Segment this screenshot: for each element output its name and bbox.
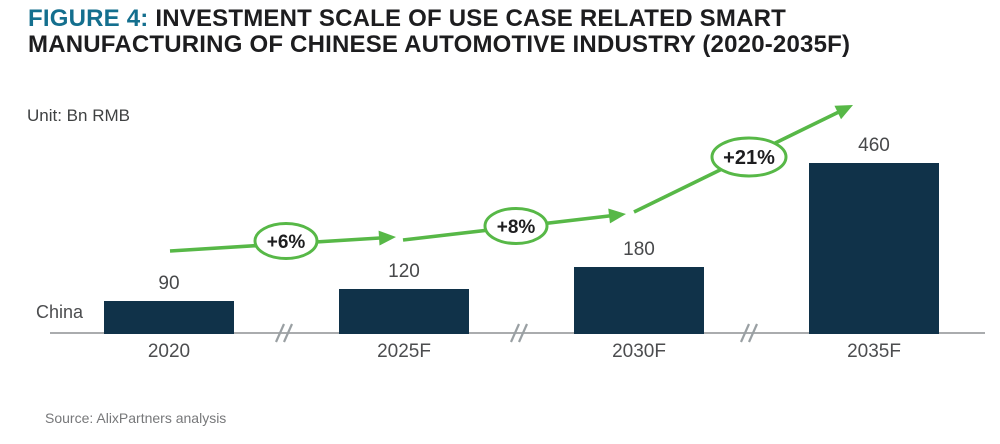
category-label-2025f: 2025F [377, 341, 431, 362]
figure-number: FIGURE 4: [28, 5, 149, 32]
bar-2025f [339, 289, 469, 334]
figure-title-text: INVESTMENT SCALE OF USE CASE RELATED SMA… [148, 5, 787, 32]
figure-title-line2: MANUFACTURING OF CHINESE AUTOMOTIVE INDU… [28, 31, 851, 58]
growth-arrowhead-1 [378, 230, 396, 246]
axis-break-mark-2-2 [517, 323, 529, 343]
growth-oval-2 [483, 207, 549, 245]
axis-break-mark-2-1 [509, 323, 521, 343]
bar-2035f [809, 163, 939, 334]
value-label-2035f: 460 [858, 135, 890, 156]
axis-break-mark-3-2 [747, 323, 759, 343]
value-label-2030f: 180 [623, 239, 655, 260]
bar-2020 [104, 301, 234, 334]
figure-title: FIGURE 4: INVESTMENT SCALE OF USE CASE R… [28, 6, 850, 58]
growth-label-6pct: +6% [267, 232, 306, 253]
unit-label: Unit: Bn RMB [27, 106, 130, 125]
value-label-2020: 90 [158, 273, 180, 294]
category-label-2030f: 2030F [612, 341, 666, 362]
growth-oval-1 [253, 222, 319, 260]
growth-arrowhead-3 [834, 105, 853, 120]
figure-title-line1: FIGURE 4: INVESTMENT SCALE OF USE CASE R… [28, 6, 850, 32]
axis-break-mark-1-1 [274, 323, 286, 343]
growth-label-8pct: +8% [497, 217, 536, 238]
axis-break-mark-3-1 [739, 323, 751, 343]
category-label-2035f: 2035F [847, 341, 901, 362]
source-note: Source: AlixPartners analysis [45, 410, 227, 426]
bar-2030f [574, 267, 704, 334]
category-label-2020: 2020 [147, 341, 191, 362]
value-label-2025f: 120 [388, 261, 420, 282]
growth-oval-3 [710, 136, 788, 178]
series-row-label: China [36, 302, 84, 322]
axis-break-mark-1-2 [282, 323, 294, 343]
growth-label-21pct: +21% [723, 147, 775, 169]
growth-arrowhead-2 [608, 208, 626, 224]
